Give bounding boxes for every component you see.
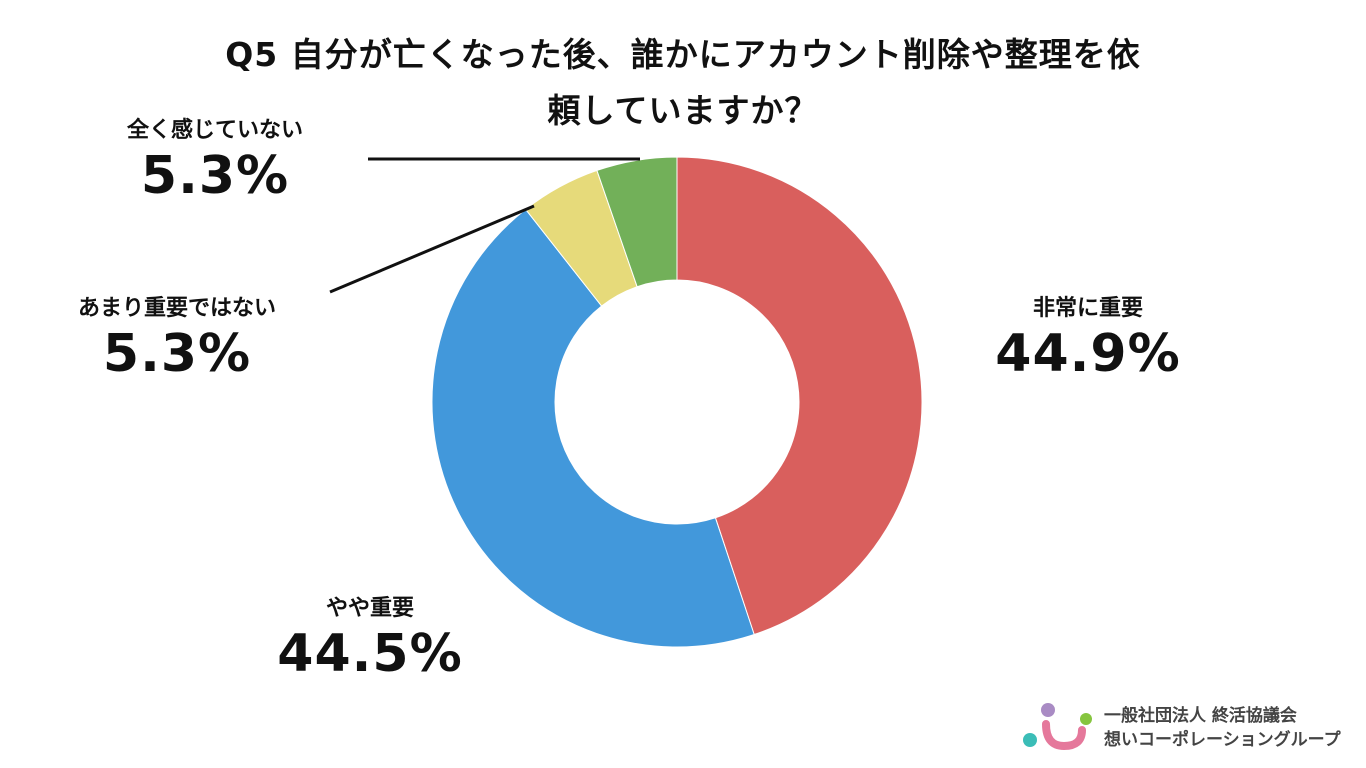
chart-title-line-2: 頼していますか？: [547, 91, 819, 130]
label-not-very-name: あまり重要ではない: [77, 296, 276, 321]
chart-title-line-1: Q5 自分が亡くなった後、誰かにアカウント削除や整理を依: [225, 35, 1141, 74]
label-somewhat-name: やや重要: [325, 596, 414, 621]
organization-line-1: 一般社団法人 終活協議会: [1104, 706, 1297, 726]
organization-line-2: 想いコーポレーショングループ: [1104, 730, 1341, 750]
label-very-value: 44.9%: [995, 324, 1181, 384]
label-not-at-all-name: 全く感じていない: [126, 118, 303, 143]
label-very: 非常に重要 44.9%: [988, 294, 1188, 384]
organization-name: 一般社団法人 終活協議会 想いコーポレーショングループ: [1104, 704, 1341, 752]
label-somewhat: やや重要 44.5%: [270, 594, 470, 684]
smile-logo-icon: [1023, 703, 1092, 751]
label-not-at-all: 全く感じていない 5.3%: [90, 116, 340, 206]
leader-line-amari: [329, 204, 535, 294]
label-somewhat-value: 44.5%: [277, 624, 463, 684]
label-not-very-value: 5.3%: [102, 324, 252, 384]
label-not-very: あまり重要ではない 5.3%: [42, 294, 312, 384]
slice-very-important: [676, 156, 923, 636]
slice-somewhat-important: [431, 208, 755, 648]
label-not-at-all-value: 5.3%: [140, 146, 290, 206]
slice-not-at-all: [596, 156, 678, 288]
label-very-name: 非常に重要: [1032, 296, 1143, 321]
